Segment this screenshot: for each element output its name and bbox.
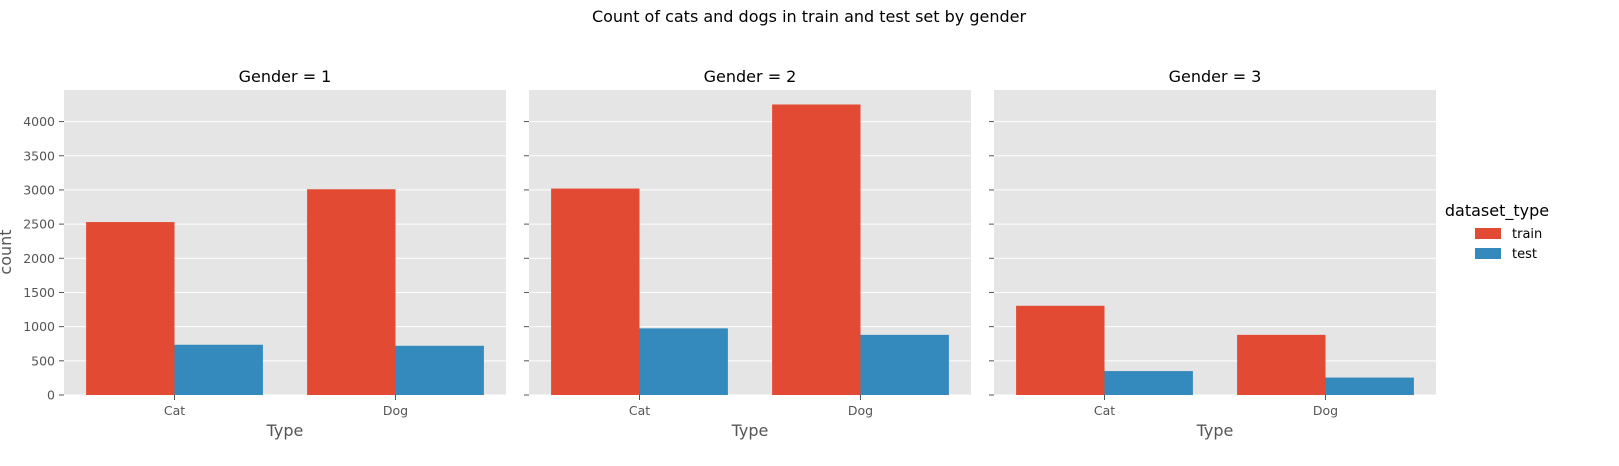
legend-swatch-train: [1475, 228, 1501, 239]
facet-title: Gender = 1: [239, 67, 332, 86]
bar-test-dog: [860, 334, 949, 395]
bar-test-cat: [1104, 371, 1193, 395]
bar-test-cat: [174, 344, 263, 395]
legend: dataset_type train test: [1445, 201, 1549, 262]
facet-panel-2: Cat Dog Gender = 2 Type: [524, 67, 971, 440]
y-tick-label: 2000: [23, 251, 55, 266]
facet-panels: 0 500 1000 1500 2000 2500 3000 3500 4000 Cat Dog Ge…: [23, 67, 1436, 440]
facet-title: Gender = 2: [704, 67, 797, 86]
legend-swatch-test: [1475, 248, 1501, 259]
x-axis-label: Type: [1196, 421, 1234, 440]
facet-title: Gender = 3: [1169, 67, 1262, 86]
bar-train-dog: [1237, 334, 1326, 395]
bar-test-cat: [639, 328, 728, 395]
y-tick-label: 3500: [23, 148, 55, 163]
x-tick-label: Cat: [629, 403, 650, 418]
bar-train-dog: [772, 104, 861, 395]
x-tick-label: Cat: [164, 403, 185, 418]
x-tick-label: Dog: [848, 403, 873, 418]
x-tick-label: Dog: [383, 403, 408, 418]
x-tick-label: Cat: [1094, 403, 1115, 418]
bar-test-dog: [1325, 377, 1414, 395]
legend-label-train: train: [1512, 227, 1542, 242]
bar-train-cat: [86, 222, 175, 395]
legend-label-test: test: [1512, 247, 1537, 262]
y-tick-label: 1000: [23, 319, 55, 334]
y-axis-label: count: [0, 229, 15, 274]
y-tick-label: 2500: [23, 217, 55, 232]
y-tick-label: 0: [47, 388, 55, 403]
x-axis-label: Type: [266, 421, 304, 440]
bar-test-dog: [395, 345, 484, 395]
y-tick-label: 500: [31, 353, 55, 368]
x-axis-label: Type: [731, 421, 769, 440]
x-tick-label: Dog: [1313, 403, 1338, 418]
y-tick-label: 1500: [23, 285, 55, 300]
bar-train-cat: [551, 188, 640, 395]
legend-title: dataset_type: [1445, 201, 1549, 221]
bar-train-dog: [307, 189, 396, 395]
facet-panel-1: 0 500 1000 1500 2000 2500 3000 3500 4000 Cat Dog Ge…: [23, 67, 506, 440]
bar-train-cat: [1016, 305, 1105, 395]
y-tick-label: 3000: [23, 182, 55, 197]
y-tick-label: 4000: [23, 114, 55, 129]
facet-panel-3: Cat Dog Gender = 3 Type: [989, 67, 1436, 440]
chart-title: Count of cats and dogs in train and test…: [592, 7, 1027, 26]
